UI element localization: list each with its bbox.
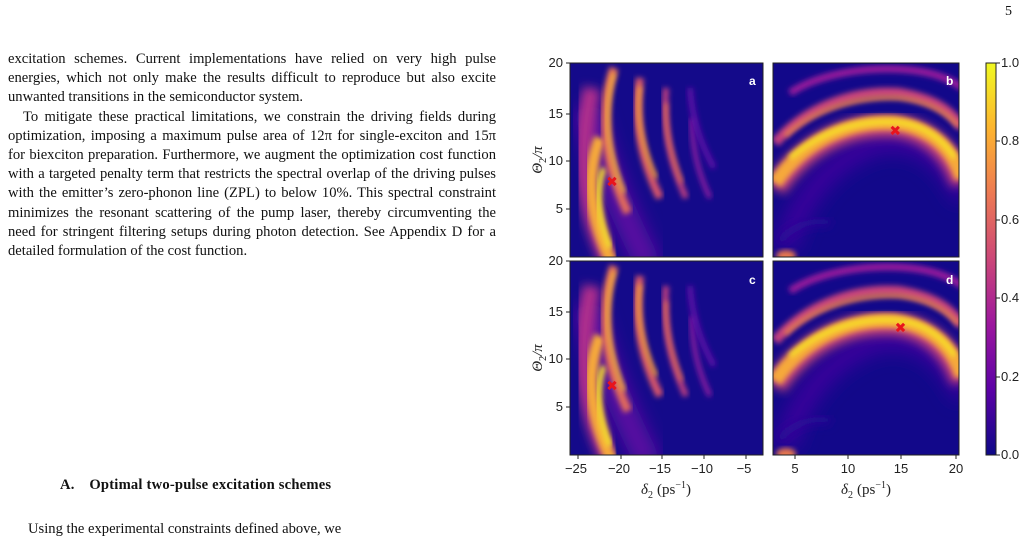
page-number: 5 xyxy=(1005,4,1012,19)
section-heading: A. Optimal two-pulse excitation schemes xyxy=(60,477,332,493)
colorbar-tick-label: 0.2 xyxy=(1001,369,1019,384)
y-tick-label: 15 xyxy=(549,106,563,121)
panel-b-optimum-marker: ✖ xyxy=(889,122,901,138)
x-axis-left: −25 −20 −15 −10 −5 xyxy=(565,455,751,476)
panel-d-heatmap xyxy=(773,261,959,455)
x-axis-label-right: δ2 (ps−1) xyxy=(841,480,891,501)
y-tick-label: 10 xyxy=(549,351,563,366)
panel-c-label: c xyxy=(749,273,756,287)
y-axis-label-lower: Θ2/π xyxy=(530,344,549,372)
colorbar-tick-label: 0.6 xyxy=(1001,212,1019,227)
x-axis-right: 5 10 15 20 xyxy=(791,455,963,476)
y-tick-label: 10 xyxy=(549,153,563,168)
panel-b-label: b xyxy=(946,74,953,88)
figure-svg: a ✖ b ✖ xyxy=(530,55,1019,501)
panel-a: a ✖ xyxy=(569,62,764,258)
panel-a-heatmap xyxy=(570,63,763,257)
y-axis-label-upper: Θ2/π xyxy=(530,146,549,174)
colorbar-tick-label: 1.0 xyxy=(1001,55,1019,70)
colorbar-gradient-bar xyxy=(985,62,997,456)
paragraph-2: To mitigate these practical limitations,… xyxy=(8,108,496,260)
x-axis-label-left: δ2 (ps−1) xyxy=(641,480,691,501)
x-tick-label: −15 xyxy=(649,461,671,476)
panel-c-heatmap xyxy=(570,261,763,455)
panel-d-label: d xyxy=(946,273,953,287)
colorbar: 0.0 0.2 0.4 0.6 0.8 1.0 xyxy=(985,55,1019,462)
panel-a-optimum-marker: ✖ xyxy=(606,173,618,189)
x-tick-label: 20 xyxy=(949,461,963,476)
colorbar-tick-label: 0.8 xyxy=(1001,133,1019,148)
x-tick-label: −25 xyxy=(565,461,587,476)
colorbar-ticks: 0.0 0.2 0.4 0.6 0.8 1.0 xyxy=(996,55,1019,462)
panel-b-heatmap xyxy=(773,63,959,257)
panel-c: c ✖ xyxy=(569,260,764,456)
text-column: excitation schemes. Current implementati… xyxy=(8,50,496,261)
y-axis-upper: 20 15 10 5 xyxy=(549,55,570,216)
x-tick-label: −10 xyxy=(691,461,713,476)
colorbar-tick-label: 0.4 xyxy=(1001,290,1019,305)
panel-d-optimum-marker: ✖ xyxy=(895,319,907,335)
y-axis-lower: 20 15 10 5 xyxy=(549,253,570,414)
y-tick-label: 20 xyxy=(549,55,563,70)
x-tick-label: −20 xyxy=(608,461,630,476)
y-tick-label: 20 xyxy=(549,253,563,268)
panel-d: d ✖ xyxy=(772,260,960,456)
x-tick-label: 15 xyxy=(894,461,908,476)
x-tick-label: 5 xyxy=(791,461,798,476)
y-tick-label: 5 xyxy=(556,201,563,216)
panel-b: b ✖ xyxy=(772,62,960,258)
colorbar-tick-label: 0.0 xyxy=(1001,447,1019,462)
panel-a-label: a xyxy=(749,74,756,88)
x-tick-label: −5 xyxy=(737,461,752,476)
paragraph-3-start: Using the experimental constraints defin… xyxy=(28,521,342,537)
y-tick-label: 5 xyxy=(556,399,563,414)
figure: a ✖ b ✖ xyxy=(500,48,1029,533)
x-tick-label: 10 xyxy=(841,461,855,476)
panel-c-optimum-marker: ✖ xyxy=(606,378,618,394)
paragraph-1: excitation schemes. Current implementati… xyxy=(8,51,496,106)
y-tick-label: 15 xyxy=(549,304,563,319)
